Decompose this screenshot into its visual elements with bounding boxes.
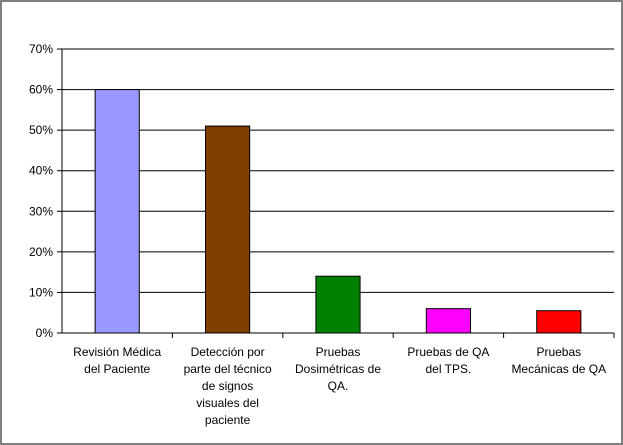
x-category-label: Detección por parte del técnico de signos v… xyxy=(184,345,272,427)
bar xyxy=(94,89,140,334)
x-category-label-line: Pruebas de QA xyxy=(407,345,489,359)
x-category-label-line: Pruebas xyxy=(536,345,581,359)
x-category-label-line: visuales del xyxy=(196,396,259,410)
y-tick-labels: 0% 10% 20% 30% 40% 50% 60% 70% xyxy=(29,42,53,340)
axes xyxy=(57,48,615,338)
bar xyxy=(536,310,582,334)
y-tick-label: 20% xyxy=(29,245,53,259)
x-category-label: Pruebas Mecánicas de QA xyxy=(511,345,606,376)
x-category-label-line: Mecánicas de QA xyxy=(511,362,606,376)
x-category-label-line: Revisión Médica xyxy=(73,345,161,359)
x-category-label: Pruebas Dosimétricas de QA. xyxy=(295,345,381,393)
x-category-label-line: del TPS. xyxy=(425,362,471,376)
bar xyxy=(425,308,471,334)
x-category-label-line: parte del técnico xyxy=(184,362,272,376)
y-tick-label: 60% xyxy=(29,83,53,97)
x-category-label-line: Dosimétricas de xyxy=(295,362,381,376)
x-category-label-line: Detección por xyxy=(191,345,265,359)
bar xyxy=(205,125,251,334)
y-tick-label: 10% xyxy=(29,285,53,299)
y-tick-label: 50% xyxy=(29,123,53,137)
x-category-label-line: QA. xyxy=(328,379,349,393)
x-category-label-line: de signos xyxy=(202,379,253,393)
x-category-label: Pruebas de QA del TPS. xyxy=(407,345,489,376)
x-category-label-line: Pruebas xyxy=(316,345,361,359)
bar xyxy=(315,275,361,334)
y-tick-label: 0% xyxy=(36,326,54,340)
x-category-label-line: paciente xyxy=(205,413,251,427)
x-category-label: Revisión Médica del Paciente xyxy=(73,345,161,376)
x-category-label-line: del Paciente xyxy=(84,362,150,376)
y-tick-label: 70% xyxy=(29,42,53,56)
gridlines xyxy=(62,48,614,293)
y-tick-label: 30% xyxy=(29,204,53,218)
x-category-labels: Revisión Médica del Paciente Detección por… xyxy=(73,345,606,427)
y-tick-label: 40% xyxy=(29,164,53,178)
